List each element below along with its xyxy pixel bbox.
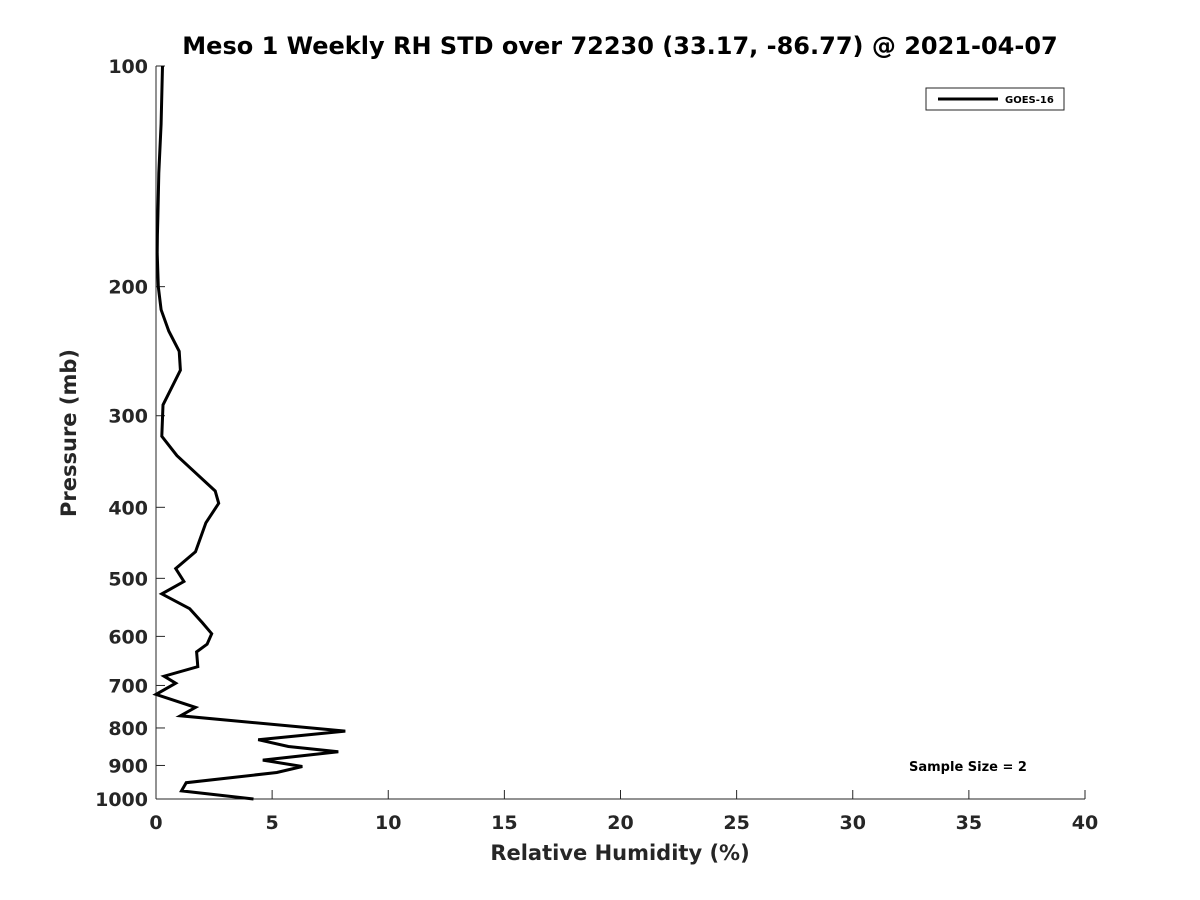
legend-label-goes-16: GOES-16 [1005, 95, 1054, 106]
x-tick-label: 15 [491, 812, 517, 834]
y-tick-label: 900 [108, 755, 148, 777]
y-tick-label: 100 [108, 56, 148, 78]
y-tick-label: 200 [108, 277, 148, 299]
y-tick-label: 400 [108, 497, 148, 519]
series-line-goes-16 [152, 65, 346, 801]
series-group [152, 65, 346, 801]
x-tick-label: 0 [149, 812, 162, 834]
x-tick-label: 20 [607, 812, 633, 834]
chart-title: Meso 1 Weekly RH STD over 72230 (33.17, … [182, 32, 1057, 60]
y-axis-ticks: 100 200 300 400 500 600 700 800 900 1000 [95, 56, 165, 811]
x-axis-ticks: 0 5 10 15 20 25 30 35 40 [149, 790, 1098, 834]
y-tick-label: 700 [108, 675, 148, 697]
legend: GOES-16 [925, 87, 1065, 111]
y-axis-label: Pressure (mb) [57, 349, 81, 517]
y-tick-label: 1000 [95, 789, 148, 811]
x-tick-label: 10 [375, 812, 401, 834]
x-tick-label: 35 [956, 812, 982, 834]
y-tick-label: 500 [108, 568, 148, 590]
x-tick-label: 30 [840, 812, 866, 834]
y-tick-label: 800 [108, 718, 148, 740]
x-tick-label: 25 [723, 812, 749, 834]
x-axis-label: Relative Humidity (%) [490, 841, 749, 865]
x-tick-label: 40 [1072, 812, 1098, 834]
y-tick-label: 300 [108, 406, 148, 428]
y-tick-label: 600 [108, 626, 148, 648]
sample-size-annotation: Sample Size = 2 [909, 760, 1027, 775]
x-tick-label: 5 [266, 812, 279, 834]
